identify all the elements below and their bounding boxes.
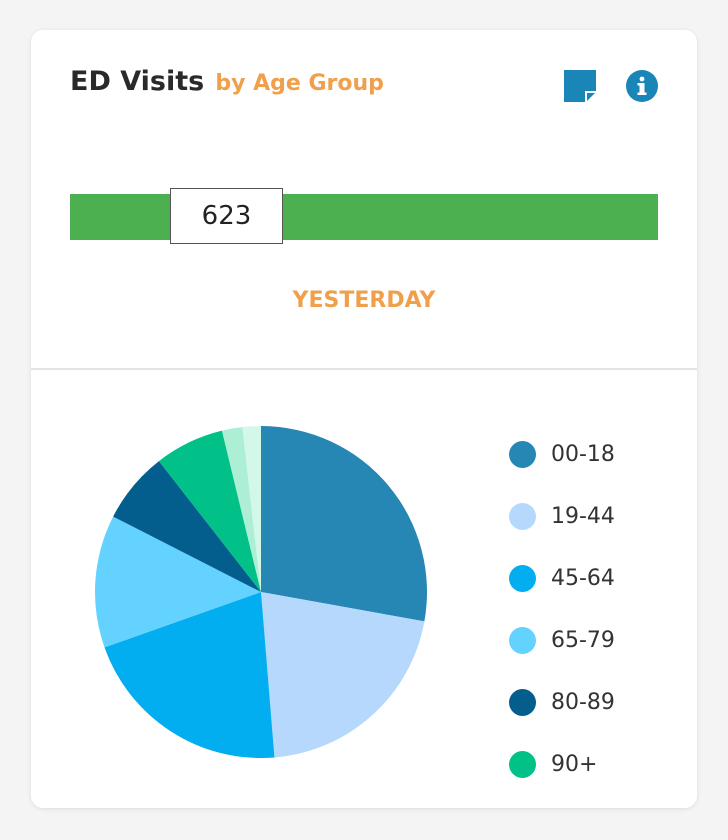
pie-slice-65-79[interactable] xyxy=(94,516,261,648)
sticky-note-button[interactable] xyxy=(564,70,596,102)
ed-visits-card: ED Visits by Age Group 623 YESTERDAY 00-… xyxy=(31,30,697,808)
pie-slice-00-18[interactable] xyxy=(261,426,428,622)
legend-swatch xyxy=(509,440,536,468)
pie-slice-segment-8[interactable] xyxy=(242,426,261,592)
legend-item: 80-89 xyxy=(509,671,615,733)
summary-bar-fill xyxy=(70,194,658,240)
card-subtitle: by Age Group xyxy=(215,71,384,96)
legend-swatch xyxy=(509,502,536,530)
legend-item: 19-44 xyxy=(509,485,615,547)
legend-swatch xyxy=(509,688,536,716)
pie-slice-80-89[interactable] xyxy=(113,461,262,592)
section-divider xyxy=(31,368,697,370)
summary-bar: 623 xyxy=(70,188,658,244)
pie-slice-segment-7[interactable] xyxy=(221,427,261,592)
chart-legend: 00-18 19-44 45-64 65-79 80-89 90+ xyxy=(509,423,615,795)
legend-label: 80-89 xyxy=(551,689,615,715)
info-icon xyxy=(626,70,658,102)
legend-item: 90+ xyxy=(509,733,615,795)
legend-label: 65-79 xyxy=(551,627,615,653)
legend-item: 45-64 xyxy=(509,547,615,609)
legend-label: 45-64 xyxy=(551,565,615,591)
sticky-note-icon xyxy=(564,70,596,102)
legend-label: 19-44 xyxy=(551,503,615,529)
age-group-pie-chart xyxy=(94,426,428,758)
legend-swatch xyxy=(509,750,536,778)
period-label: YESTERDAY xyxy=(292,288,436,313)
card-title: ED Visits xyxy=(70,66,205,97)
legend-swatch xyxy=(509,626,536,654)
legend-label: 90+ xyxy=(551,751,598,777)
pie-slice-19-44[interactable] xyxy=(261,592,425,758)
pie-slice-45-64[interactable] xyxy=(104,592,275,758)
legend-item: 00-18 xyxy=(509,423,615,485)
summary-value: 623 xyxy=(170,188,283,244)
legend-item: 65-79 xyxy=(509,609,615,671)
info-button[interactable] xyxy=(626,70,658,102)
pie-slice-90+[interactable] xyxy=(158,430,261,592)
legend-swatch xyxy=(509,564,536,592)
card-title-row: ED Visits by Age Group xyxy=(70,66,384,97)
legend-label: 00-18 xyxy=(551,441,615,467)
